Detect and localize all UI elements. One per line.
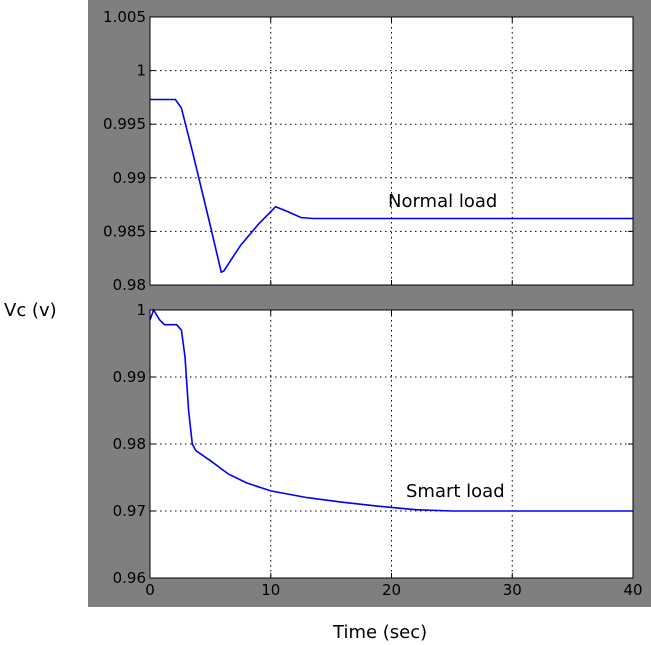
axes-frame-bottom [149,309,634,579]
x-tick-label: 30 [503,581,522,599]
y-tick-label: 0.985 [103,222,146,240]
series-line-normal-load [150,98,633,274]
y-tick-label: 0.995 [103,115,146,133]
annotation-smart-load: Smart load [406,481,505,502]
y-tick-label: 0.98 [113,276,146,294]
plot-area-top [150,17,633,285]
y-tick-label: 1 [136,62,146,80]
subplot-bottom: 0.96 0.97 0.98 0.99 1 0 10 20 30 40 Smart load [113,301,643,599]
x-tick-label: 10 [261,581,280,599]
y-axis-label: Vc (v) [4,300,57,321]
y-tick-label: 0.96 [113,569,146,587]
gridlines-top [150,17,633,285]
y-tick-label: 0.98 [113,435,146,453]
y-tick-labels-bottom: 0.96 0.97 0.98 0.99 1 [113,301,146,587]
series-line-smart-load [149,308,633,512]
y-tick-label: 1.005 [103,8,146,26]
subplot-top: 0.98 0.985 0.99 0.995 1 1.005 Normal load [103,8,634,294]
gridlines-bottom [150,310,633,578]
y-tick-labels-top: 0.98 0.985 0.99 0.995 1 1.005 [103,8,146,294]
x-tick-label: 20 [382,581,401,599]
y-tick-label: 0.97 [113,502,146,520]
y-tick-label: 0.99 [113,368,146,386]
x-tick-label: 40 [623,581,642,599]
axes-frame-top [149,16,634,286]
y-tick-label: 1 [136,301,146,319]
annotation-normal-load: Normal load [388,191,497,212]
x-tick-label: 0 [145,581,155,599]
x-tick-labels: 0 10 20 30 40 [145,581,642,599]
x-axis-label: Time (sec) [332,622,427,643]
y-tick-label: 0.99 [113,169,146,187]
